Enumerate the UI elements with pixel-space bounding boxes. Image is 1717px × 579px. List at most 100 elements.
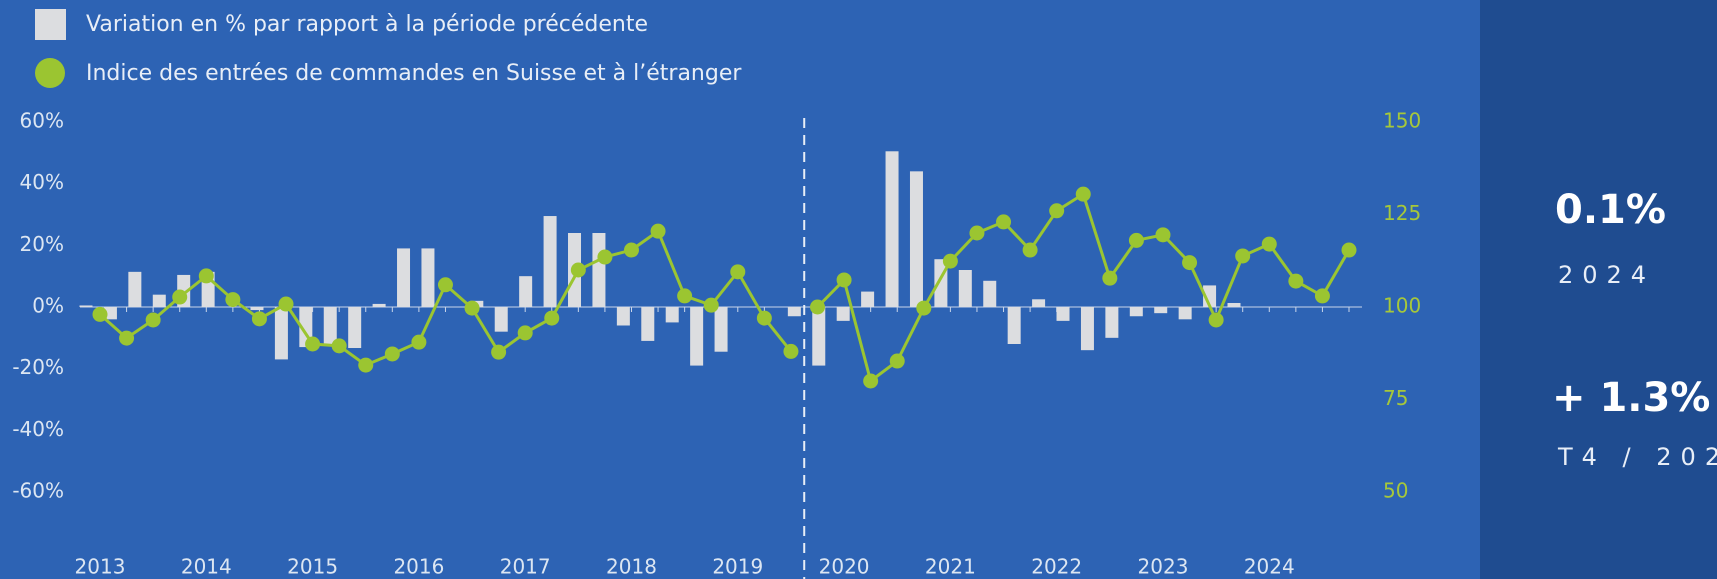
bar (421, 248, 435, 307)
x-tick-label: 2013 (75, 555, 126, 579)
index-point (1102, 270, 1118, 286)
x-tick-label: 2017 (500, 555, 551, 579)
bar (1129, 307, 1143, 317)
bar (592, 233, 606, 307)
index-point (437, 277, 453, 293)
index-point (1075, 186, 1091, 202)
index-point (1208, 312, 1224, 328)
index-point (863, 373, 879, 389)
bar (787, 307, 801, 317)
index-point (278, 296, 294, 312)
index-point (1022, 242, 1038, 258)
bar (128, 271, 142, 307)
index-point (1155, 227, 1171, 243)
summary-panel (1480, 0, 1717, 579)
index-point (570, 262, 586, 278)
index-point (916, 300, 932, 316)
index-point (942, 253, 958, 269)
bar (397, 248, 411, 307)
index-point (756, 310, 772, 326)
index-point (810, 299, 826, 315)
index-point (783, 343, 799, 359)
bar (641, 307, 655, 341)
index-point (1049, 203, 1065, 219)
index-point (1128, 232, 1144, 248)
y2-tick-label: 125 (1383, 201, 1421, 225)
bar (812, 307, 826, 366)
x-tick-label: 2020 (819, 555, 870, 579)
index-point (1341, 242, 1357, 258)
index-point (1261, 236, 1277, 252)
bar (1105, 307, 1119, 338)
y-tick-label: 60% (20, 109, 64, 133)
x-tick-label: 2024 (1244, 555, 1295, 579)
bar (79, 305, 93, 307)
bar (519, 276, 533, 307)
index-point (969, 225, 985, 241)
index-point (650, 223, 666, 239)
index-point (544, 310, 560, 326)
bar (1032, 299, 1046, 307)
bar (348, 307, 362, 349)
y-tick-label: -60% (12, 479, 64, 503)
y-tick-label: -20% (12, 355, 64, 379)
bar (690, 307, 704, 366)
bar (152, 294, 166, 307)
y-tick-label: 20% (20, 232, 64, 256)
bar (323, 307, 337, 346)
x-tick-label: 2015 (287, 555, 338, 579)
index-point (1314, 288, 1330, 304)
x-tick-label: 2018 (606, 555, 657, 579)
bar (543, 216, 557, 307)
index-point (730, 264, 746, 280)
index-point (331, 338, 347, 354)
legend-label: Indice des entrées de commandes en Suiss… (86, 61, 742, 86)
x-tick-label: 2022 (1031, 555, 1082, 579)
legend-label: Variation en % par rapport à la période … (86, 12, 648, 37)
y-tick-label: 40% (20, 170, 64, 194)
index-point (1288, 273, 1304, 289)
bar (250, 307, 264, 311)
index-point (384, 346, 400, 362)
bar (1080, 307, 1094, 351)
index-point (1235, 248, 1251, 264)
index-point (836, 272, 852, 288)
x-tick-label: 2023 (1138, 555, 1189, 579)
index-point (251, 311, 267, 327)
bar (494, 307, 508, 332)
index-point (996, 214, 1012, 230)
bar (958, 270, 972, 307)
index-point (889, 353, 905, 369)
index-point (92, 306, 108, 322)
index-point (1182, 255, 1198, 271)
summary-value: 0.1% (1555, 187, 1666, 233)
x-tick-label: 2014 (181, 555, 232, 579)
bar (909, 171, 923, 307)
summary-period: T4 / 2024 (1557, 443, 1717, 471)
bar (836, 307, 850, 321)
y-tick-label: 0% (32, 294, 64, 318)
bar (616, 307, 630, 326)
legend-swatch-line (35, 58, 65, 88)
y2-tick-label: 75 (1383, 386, 1408, 410)
index-point (119, 330, 135, 346)
chart-background (0, 0, 1480, 579)
index-point (464, 300, 480, 316)
bar (1227, 302, 1241, 307)
summary-value: + 1.3% (1552, 375, 1710, 421)
bar (983, 280, 997, 307)
bar (1056, 307, 1070, 321)
summary-period: 2024 (1558, 261, 1655, 289)
bar (1154, 307, 1168, 314)
index-point (411, 334, 427, 350)
x-tick-label: 2019 (712, 555, 763, 579)
y-tick-label: -40% (12, 417, 64, 441)
index-point (225, 292, 241, 308)
x-tick-label: 2021 (925, 555, 976, 579)
bar (372, 303, 386, 307)
index-point (358, 357, 374, 373)
bar (861, 291, 875, 307)
index-point (623, 242, 639, 258)
bar (1007, 307, 1021, 344)
